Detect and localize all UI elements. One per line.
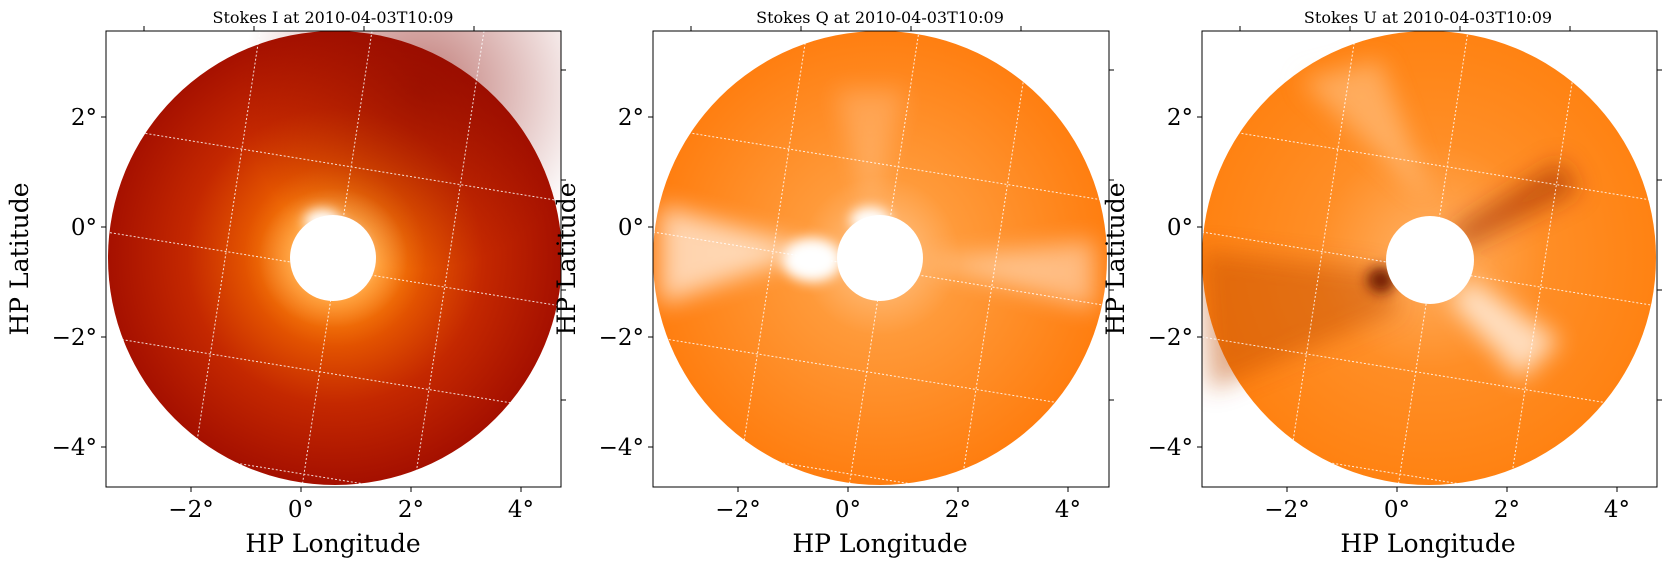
- right-ticks: [1109, 69, 1114, 401]
- panel-title: Stokes Q at 2010-04-03T10:09: [756, 8, 1004, 27]
- bright-streamer: [782, 238, 842, 282]
- top-ticks: [1239, 26, 1571, 31]
- streamers: [660, 90, 1095, 310]
- y-tick-label: 0°: [618, 215, 644, 241]
- x-tick-label: 2°: [398, 497, 424, 523]
- panel-title: Stokes I at 2010-04-03T10:09: [213, 8, 454, 27]
- y-tick-label: −2°: [52, 325, 97, 351]
- x-tick-label: 2°: [1494, 497, 1520, 523]
- x-tick-label: 4°: [508, 497, 534, 523]
- x-tick-label: −2°: [168, 497, 213, 523]
- y-axis-label: HP Latitude: [1101, 182, 1130, 335]
- right-ticks: [1657, 69, 1662, 401]
- axes-frame: [1201, 30, 1658, 488]
- x-tick-label: 4°: [1055, 497, 1081, 523]
- y-ticks: [648, 116, 653, 448]
- y-ticks: [1197, 116, 1202, 448]
- panel-stokes-q: Stokes Q at 2010-04-03T10:09: [552, 8, 1114, 558]
- right-ticks: [561, 69, 566, 401]
- coordinate-grid: [1202, 31, 1657, 487]
- y-axis-label: HP Latitude: [552, 182, 581, 335]
- y-tick-label: −4°: [1148, 435, 1193, 461]
- x-tick-label: 0°: [288, 497, 314, 523]
- dark-blob: [1367, 267, 1395, 293]
- x-axis-label: HP Longitude: [245, 529, 420, 558]
- x-tick-label: 0°: [1384, 497, 1410, 523]
- polarization-bands: [1202, 60, 1580, 390]
- x-ticks: [190, 487, 522, 492]
- coordinate-grid: [106, 31, 561, 487]
- x-tick-label: 4°: [1604, 497, 1630, 523]
- x-axis-label: HP Longitude: [792, 529, 967, 558]
- y-axis-label: HP Latitude: [5, 182, 34, 335]
- panel-title: Stokes U at 2010-04-03T10:09: [1304, 8, 1552, 27]
- x-ticks: [1286, 487, 1618, 492]
- y-tick-label: −2°: [599, 325, 644, 351]
- x-ticks: [737, 487, 1069, 492]
- image-area: [106, 31, 561, 487]
- y-tick-label: 2°: [1167, 105, 1193, 131]
- image-area: [1202, 31, 1657, 487]
- top-ticks: [143, 26, 475, 31]
- occulter-disk: [290, 215, 376, 301]
- y-ticks: [101, 116, 106, 448]
- x-tick-label: −2°: [1264, 497, 1309, 523]
- panel-stokes-i: Stokes I at 2010-04-03T10:09: [5, 8, 566, 558]
- axes-frame: [652, 30, 1110, 488]
- y-tick-label: 0°: [71, 215, 97, 241]
- y-tick-label: −4°: [599, 435, 644, 461]
- axes-frame: [105, 30, 562, 488]
- x-axis-label: HP Longitude: [1340, 529, 1515, 558]
- x-tick-label: 0°: [835, 497, 861, 523]
- occulter-disk: [1386, 216, 1474, 304]
- y-tick-label: 2°: [618, 105, 644, 131]
- image-area: [653, 31, 1109, 487]
- y-tick-label: 0°: [1167, 215, 1193, 241]
- top-ticks: [690, 26, 1022, 31]
- panel-stokes-u: Stokes U at 2010-04-03T10:09: [1101, 8, 1662, 558]
- coordinate-grid: [653, 31, 1109, 487]
- occulter-disk: [837, 215, 923, 301]
- x-tick-label: −2°: [715, 497, 760, 523]
- y-tick-label: −2°: [1148, 325, 1193, 351]
- y-tick-label: −4°: [52, 435, 97, 461]
- x-tick-label: 2°: [945, 497, 971, 523]
- y-tick-label: 2°: [71, 105, 97, 131]
